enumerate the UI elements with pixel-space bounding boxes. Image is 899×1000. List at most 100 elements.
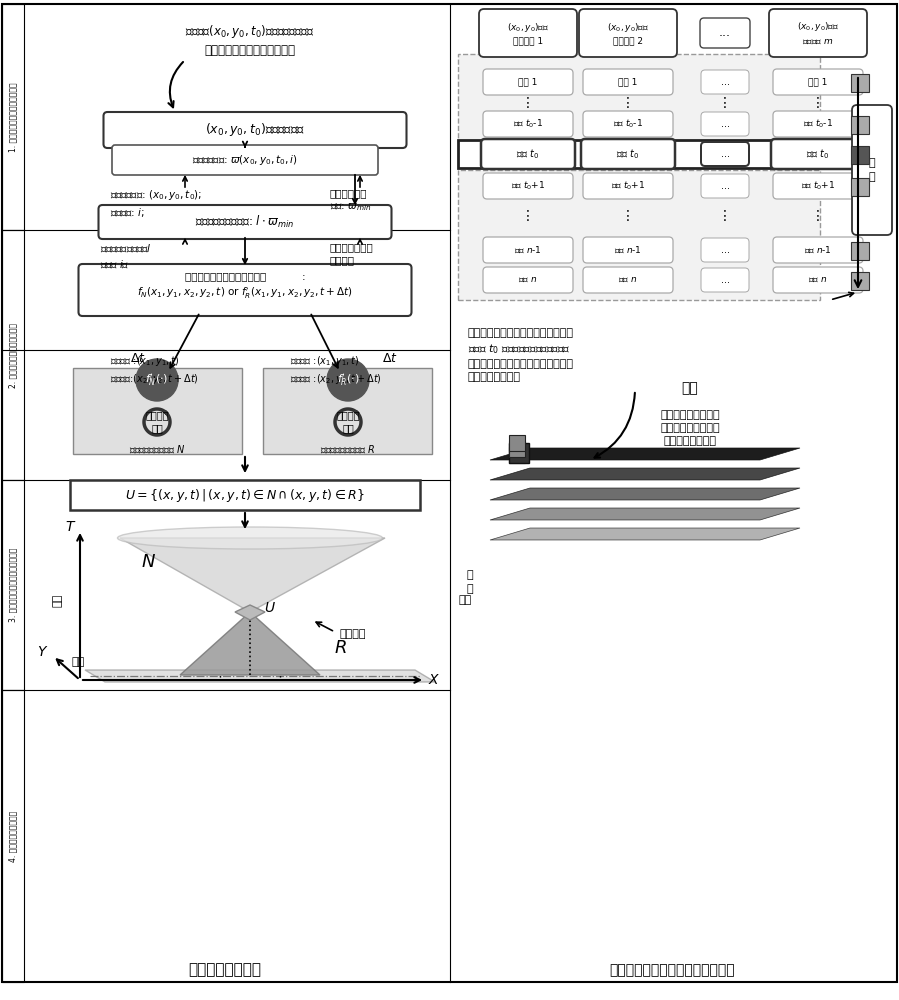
FancyBboxPatch shape (701, 142, 749, 166)
Bar (458, 140, 820, 168)
Text: 经过的每个体素
的时间。: 经过的每个体素 的时间。 (330, 242, 374, 265)
FancyBboxPatch shape (851, 242, 869, 260)
Text: 状态 $t_0$-1: 状态 $t_0$-1 (803, 118, 833, 130)
Text: $(x_0, y_0)$处的
影响因素 $m$: $(x_0, y_0)$处的 影响因素 $m$ (797, 20, 839, 46)
Polygon shape (490, 488, 800, 500)
FancyBboxPatch shape (851, 178, 869, 196)
FancyBboxPatch shape (701, 268, 749, 292)
Text: $\Delta t$: $\Delta t$ (130, 352, 146, 364)
Text: $(x_0, y_0)$处的
影响因素 2: $(x_0, y_0)$处的 影响因素 2 (607, 21, 649, 45)
FancyBboxPatch shape (483, 173, 573, 199)
Text: ...: ... (720, 77, 729, 87)
Text: 状态 $t_0$+1: 状态 $t_0$+1 (610, 180, 645, 192)
Bar (70, 480, 420, 510)
Bar (2, 690, 24, 982)
Text: 这个体素尚未被用上，故其并未被创
建。而 $t_0$ 时刻的体素正被使用，如果
之前没有创建过，则相应的体素会立
刻被创建并评估。: 这个体素尚未被用上，故其并未被创 建。而 $t_0$ 时刻的体素正被使用，如果 … (468, 328, 574, 382)
FancyBboxPatch shape (583, 237, 673, 263)
Text: $f_R'(\cdot)$: $f_R'(\cdot)$ (336, 372, 360, 388)
Text: $U$: $U$ (264, 601, 276, 615)
Bar (2, 4, 24, 230)
FancyBboxPatch shape (112, 145, 378, 175)
Text: 计算时空棱镜下界面 $N$: 计算时空棱镜下界面 $N$ (129, 443, 185, 455)
Text: 空间: 空间 (458, 595, 472, 605)
Polygon shape (490, 468, 800, 480)
Text: 状态 1: 状态 1 (519, 78, 538, 87)
FancyBboxPatch shape (852, 105, 892, 235)
Text: 体素中心坐标: $(x_0, y_0, t_0)$;
行驶方向: $i$;: 体素中心坐标: $(x_0, y_0, t_0)$; 行驶方向: $i$; (110, 188, 202, 219)
Polygon shape (490, 508, 800, 520)
Text: 状态 $n$-1: 状态 $n$-1 (514, 245, 542, 255)
FancyBboxPatch shape (773, 69, 863, 95)
FancyBboxPatch shape (701, 238, 749, 262)
Text: 计算时空棱镜上界面 $R$: 计算时空棱镜上界面 $R$ (320, 443, 376, 455)
Text: ...: ... (719, 26, 731, 39)
FancyBboxPatch shape (509, 441, 525, 457)
Text: 通过以下公式计算时间消耗量           :
$f_N(x_1,y_1,x_2,y_2,t)$ or $f_R'(x_1,y_1,x_2,y_2,t+\D: 通过以下公式计算时间消耗量 : $f_N(x_1,y_1,x_2,y_2,t)$… (137, 271, 353, 301)
Polygon shape (490, 448, 800, 460)
FancyBboxPatch shape (483, 237, 573, 263)
Text: 状态 $t_0$: 状态 $t_0$ (806, 147, 830, 161)
FancyBboxPatch shape (509, 443, 529, 463)
FancyBboxPatch shape (583, 173, 673, 199)
Text: 体素: 体素 (681, 381, 699, 395)
Text: ⋮: ⋮ (621, 209, 635, 223)
FancyBboxPatch shape (509, 435, 525, 451)
Text: 时空可到达域分析: 时空可到达域分析 (189, 962, 262, 978)
Text: 空间: 空间 (72, 657, 85, 667)
Text: 最小时间消耗
代价: $\varpi_{min}$: 最小时间消耗 代价: $\varpi_{min}$ (330, 188, 371, 213)
Text: 起始时空 :$(x_1, y_1, t)$
目标时空:$(x_2,y_2, t+\Delta t)$: 起始时空 :$(x_1, y_1, t)$ 目标时空:$(x_2,y_2, t+… (110, 354, 199, 386)
Text: 1. 生成体素与路径分析准备工作: 1. 生成体素与路径分析准备工作 (8, 82, 17, 152)
FancyBboxPatch shape (458, 170, 820, 300)
FancyBboxPatch shape (773, 237, 863, 263)
Text: $(x_0, y_0)$处的
影响因素 1: $(x_0, y_0)$处的 影响因素 1 (507, 21, 549, 45)
FancyBboxPatch shape (773, 173, 863, 199)
Text: 起始时空 :$(x_1, y_1, t)$
目标时空 :$(x_2, y_2, t+\Delta t)$: 起始时空 :$(x_1, y_1, t)$ 目标时空 :$(x_2, y_2, … (290, 354, 382, 386)
Text: 状态 $t_0$-1: 状态 $t_0$-1 (613, 118, 643, 130)
FancyBboxPatch shape (583, 267, 673, 293)
Text: $(x_0, y_0, t_0)$处的影响因素: $(x_0, y_0, t_0)$处的影响因素 (205, 121, 305, 138)
Text: 状态 $n$: 状态 $n$ (619, 275, 637, 284)
FancyBboxPatch shape (769, 9, 867, 57)
FancyBboxPatch shape (99, 205, 391, 239)
Text: 3. 半静态时空棱镜算法下上界面图: 3. 半静态时空棱镜算法下上界面图 (8, 548, 17, 622)
Text: $X$: $X$ (428, 673, 441, 687)
Text: 状态 $n$-1: 状态 $n$-1 (614, 245, 642, 255)
FancyBboxPatch shape (481, 139, 575, 169)
FancyBboxPatch shape (483, 111, 573, 137)
Polygon shape (120, 538, 385, 612)
FancyBboxPatch shape (263, 368, 432, 454)
FancyBboxPatch shape (700, 18, 750, 48)
Circle shape (136, 359, 178, 401)
Text: ...: ... (720, 119, 729, 129)
FancyBboxPatch shape (581, 139, 675, 169)
Text: 2. 制定时间消耗量化计算标准: 2. 制定时间消耗量化计算标准 (8, 322, 17, 387)
FancyBboxPatch shape (701, 70, 749, 94)
Bar (2, 230, 24, 480)
FancyBboxPatch shape (583, 111, 673, 137)
Text: 回
立: 回 立 (467, 570, 473, 594)
FancyBboxPatch shape (771, 139, 865, 169)
FancyBboxPatch shape (509, 447, 525, 463)
Ellipse shape (118, 527, 382, 549)
Text: $T$: $T$ (65, 520, 76, 534)
FancyBboxPatch shape (851, 272, 869, 290)
Text: 状态 $t_0$: 状态 $t_0$ (617, 147, 639, 161)
Text: 状态 $t_0$-1: 状态 $t_0$-1 (513, 118, 543, 130)
Text: 状态 $t_0$+1: 状态 $t_0$+1 (511, 180, 545, 192)
Text: 环境影响分析: $\varpi(x_0, y_0, t_0, i)$: 环境影响分析: $\varpi(x_0, y_0, t_0, i)$ (192, 153, 298, 167)
Polygon shape (235, 605, 265, 620)
Text: $U = \{(x,y,t)\,|\,(x,y,t) \in N \cap (x,y,t) \in R\}$: $U = \{(x,y,t)\,|\,(x,y,t) \in N \cap (x… (125, 487, 365, 504)
Text: 状态 $n$: 状态 $n$ (519, 275, 538, 284)
Text: ⋮: ⋮ (521, 209, 535, 223)
Text: ⋮: ⋮ (718, 96, 732, 110)
Text: ⋮: ⋮ (811, 209, 825, 223)
FancyBboxPatch shape (701, 174, 749, 198)
Text: 路径搜索
算法: 路径搜索 算法 (146, 410, 169, 434)
FancyBboxPatch shape (73, 368, 242, 454)
Text: ...: ... (720, 245, 729, 255)
FancyBboxPatch shape (851, 146, 869, 164)
Text: 路径搜索
算法: 路径搜索 算法 (336, 410, 360, 434)
FancyBboxPatch shape (579, 9, 677, 57)
Text: 4. 求解时空可达域算法: 4. 求解时空可达域算法 (8, 810, 17, 862)
Text: 状态 1: 状态 1 (808, 78, 828, 87)
